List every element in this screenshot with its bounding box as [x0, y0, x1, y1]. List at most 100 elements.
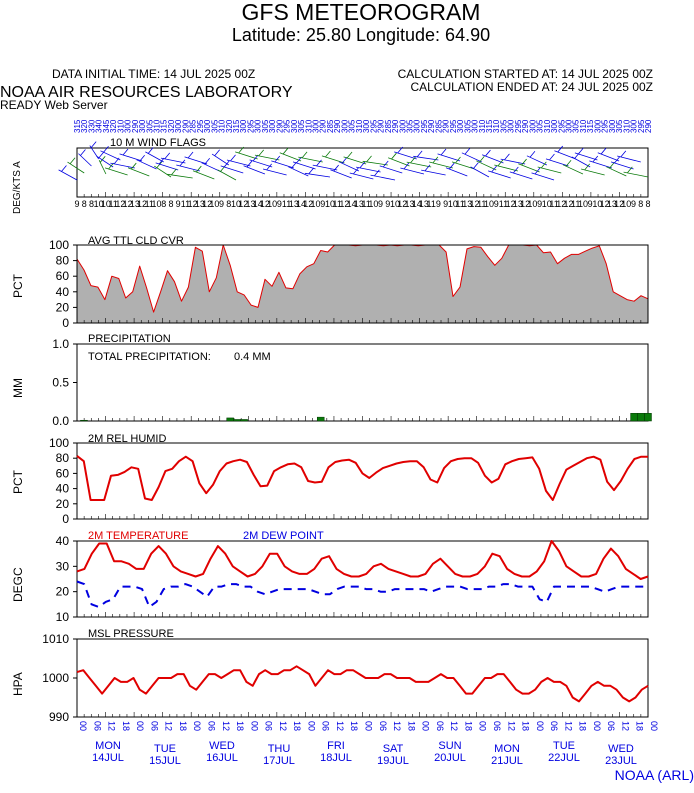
time-hour-label: 06: [378, 721, 388, 731]
wind-flag: [280, 153, 301, 161]
time-hour-label: 12: [335, 721, 345, 731]
wind-barb: [70, 158, 75, 164]
wind-speed-label: 8: [638, 199, 643, 209]
wind-speed-label: 9: [631, 199, 636, 209]
precip-bar: [234, 419, 241, 421]
day-date-label: 19JUL: [377, 755, 409, 767]
pressure-tick-label: 990: [49, 710, 69, 724]
wind-flag: [546, 159, 569, 166]
time-hour-label: 00: [249, 721, 259, 731]
temperature-line: [77, 541, 648, 579]
wind-flag: [313, 165, 337, 170]
time-hour-label: 12: [221, 721, 231, 731]
time-hour-label: 18: [292, 721, 302, 731]
calc-started: CALCULATION STARTED AT: 14 JUL 2025 00Z: [398, 67, 653, 81]
day-weekday-label: FRI: [327, 740, 345, 752]
wind-barb: [601, 148, 606, 154]
wind-barb: [140, 155, 145, 161]
day-weekday-label: WED: [608, 743, 634, 755]
wind-barb: [325, 151, 330, 157]
wind-flag: [572, 157, 590, 167]
wind-barb: [114, 158, 119, 164]
wind-barb: [549, 154, 554, 160]
pressure-tick-label: 1010: [42, 632, 69, 646]
time-hour-label: 18: [635, 721, 645, 731]
day-date-label: 16JUL: [206, 752, 238, 764]
wind-flag: [624, 172, 648, 177]
time-hour-label: 12: [278, 721, 288, 731]
wind-barb: [492, 166, 497, 172]
wind-barb: [465, 148, 470, 154]
wind-flag: [400, 168, 424, 174]
wind-flag: [221, 166, 244, 173]
wind-panel-frame: [77, 148, 648, 197]
humid-panel-frame: [77, 443, 648, 519]
wind-flag: [250, 160, 273, 167]
time-hour-label: 06: [606, 721, 616, 731]
wind-flag: [482, 155, 503, 163]
wind-flag: [218, 170, 236, 180]
humid-panel-ylabel: PCT: [11, 469, 25, 494]
pressure-panel-ylabel: HPA: [11, 672, 25, 696]
wind-barb: [61, 165, 66, 171]
wind-flag: [293, 162, 316, 169]
wind-barb: [566, 160, 571, 166]
time-hour-label: 06: [206, 721, 216, 731]
wind-flag: [589, 161, 612, 168]
humid-tick-label: 60: [56, 466, 70, 480]
day-weekday-label: THU: [268, 743, 291, 755]
precip-bar: [645, 413, 652, 421]
wind-speed-label: 10: [621, 199, 631, 209]
wind-barb: [485, 150, 490, 156]
wind-flag: [471, 167, 489, 177]
day-weekday-label: TUE: [154, 743, 176, 755]
wind-barb: [205, 158, 210, 164]
cloud-tick-label: 100: [49, 238, 69, 252]
wind-barb: [347, 152, 352, 158]
wind-flag: [363, 161, 388, 165]
wind-barb: [441, 149, 446, 155]
wind-flag: [598, 153, 619, 161]
wind-speed-label: 10: [267, 199, 277, 209]
time-hour-label: 12: [107, 721, 117, 731]
pressure-line: [77, 666, 648, 701]
time-hour-label: 18: [121, 721, 131, 731]
wind-flag: [476, 161, 496, 170]
wind-flag: [501, 159, 525, 164]
humid-tick-label: 80: [56, 451, 70, 465]
precip-tick-label: 0.5: [52, 376, 69, 390]
wind-barb: [283, 148, 288, 154]
precip-tick-label: 0.0: [52, 414, 69, 428]
wind-flag: [350, 173, 374, 179]
day-date-label: 20JUL: [434, 752, 466, 764]
wind-panel-title: 10 M WIND FLAGS: [110, 137, 206, 149]
wind-flag: [462, 153, 482, 162]
time-hour-label: 12: [563, 721, 573, 731]
wind-speed-label: 8: [161, 199, 166, 209]
wind-speed-label: 8: [645, 199, 650, 209]
dew-series-title: 2M DEW POINT: [243, 530, 324, 542]
time-hour-label: 12: [392, 721, 402, 731]
wind-barb: [99, 152, 104, 158]
time-hour-label: 00: [135, 721, 145, 731]
wind-speed-label: 10: [151, 199, 161, 209]
wind-flag: [185, 157, 208, 164]
wind-barb: [188, 152, 193, 158]
wind-flag: [59, 170, 77, 180]
wind-barb: [80, 150, 85, 156]
wind-barb: [391, 153, 396, 159]
calc-ended: CALCULATION ENDED AT: 24 JUL 2025 00Z: [410, 80, 653, 94]
time-hour-label: 00: [192, 721, 202, 731]
temp-tick-label: 30: [56, 559, 70, 573]
temp-panel-ylabel: DEGC: [11, 567, 25, 602]
time-hour-label: 06: [492, 721, 502, 731]
wind-flag: [554, 151, 575, 159]
time-hour-label: 06: [549, 721, 559, 731]
wind-speed-label: 10: [209, 199, 219, 209]
chart-title: GFS METEOROGRAM: [242, 0, 481, 25]
temp-panel-frame: [77, 541, 648, 617]
time-hour-label: 00: [649, 721, 659, 731]
wind-barb: [215, 150, 220, 156]
